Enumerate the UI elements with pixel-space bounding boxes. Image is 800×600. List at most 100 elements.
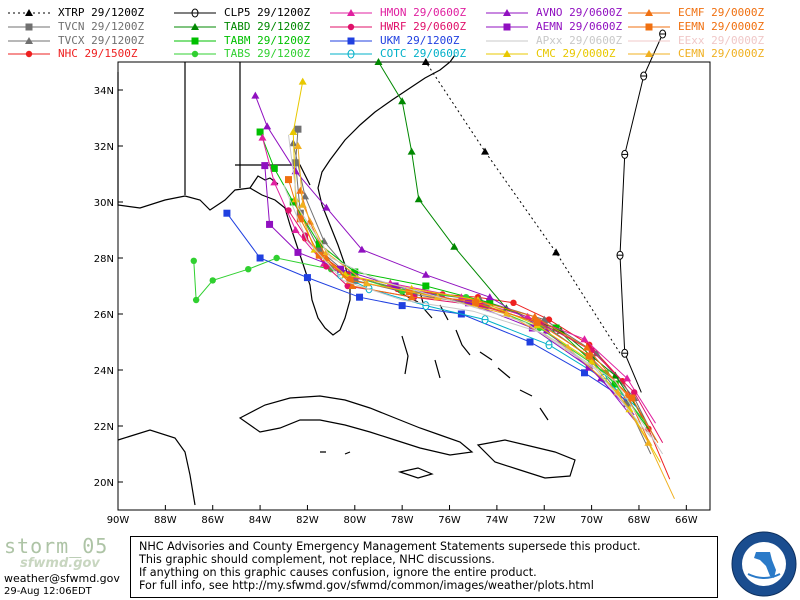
track-point	[530, 312, 539, 320]
legend-label: CMC 29/0000Z	[536, 47, 616, 60]
state-line	[184, 62, 311, 195]
track-ukm	[223, 209, 628, 402]
legend-item: EEMN 29/0000Z	[624, 20, 774, 34]
legend-marker	[347, 23, 355, 31]
hispaniola	[476, 439, 576, 479]
legend-marker	[25, 9, 33, 16]
legend-item: UKM 29/1200Z	[326, 34, 476, 48]
legend-item: CLP5 29/1200Z	[170, 6, 320, 20]
legend-label: AEMN 29/0600Z	[536, 20, 623, 33]
track-xtrp	[421, 58, 621, 354]
legend-label: EExx 29/0000Z	[678, 34, 765, 47]
track-point	[322, 203, 331, 211]
track-point	[631, 389, 638, 396]
track-point	[292, 159, 300, 167]
track-point	[563, 343, 572, 351]
legend-marker	[191, 50, 199, 58]
track-point	[398, 302, 406, 310]
track-point	[628, 394, 636, 402]
cuba	[238, 395, 474, 456]
track-aemn	[261, 162, 635, 416]
track-point	[391, 282, 399, 290]
legend-item: EExx 29/0000Z	[624, 34, 774, 48]
track-apxx-a	[283, 185, 664, 455]
track-point	[323, 263, 330, 270]
legend-swatch	[174, 8, 216, 18]
track-line	[254, 95, 642, 430]
track-point	[315, 246, 323, 254]
legend-swatch	[174, 50, 216, 58]
legend-item: CMC 29/0000Z	[482, 47, 632, 61]
legend-marker	[503, 9, 511, 16]
track-point	[285, 207, 292, 214]
track-point	[486, 299, 494, 307]
track-point	[301, 192, 310, 200]
legend-item: COTC 29/0600Z	[326, 47, 476, 61]
cayman	[320, 451, 351, 455]
legend-label: XTRP 29/1200Z	[58, 6, 145, 19]
track-point	[450, 242, 459, 250]
disclaimer-line[interactable]: For full info, see http://my.sfwmd.gov/s…	[139, 579, 594, 592]
track-tabm	[256, 128, 649, 430]
legend-label: TVCN 29/1200Z	[58, 20, 145, 33]
legend-swatch	[628, 40, 670, 42]
lon-tick-label: 68W	[628, 515, 651, 526]
legend-label: HWRF 29/0600Z	[380, 20, 467, 33]
legend-label: AVNO 29/0600Z	[536, 6, 623, 19]
legend-swatch	[628, 9, 670, 16]
map-frame	[117, 61, 711, 511]
track-point	[398, 97, 407, 105]
legend-swatch	[8, 37, 50, 44]
track-line	[425, 61, 621, 354]
track-point	[298, 200, 307, 208]
track-point	[351, 268, 359, 276]
lon-tick-label: 74W	[486, 515, 509, 526]
track-point	[356, 293, 364, 301]
lon-tick-label: 82W	[296, 515, 319, 526]
track-point	[481, 315, 489, 325]
legend-item: ECMF 29/0000Z	[624, 6, 774, 20]
storm-id: storm_05	[4, 534, 109, 558]
track-point	[261, 162, 269, 170]
track-point	[587, 357, 596, 365]
track-line	[283, 185, 664, 455]
map-border	[117, 61, 711, 511]
legend-swatch	[628, 23, 670, 31]
track-point	[611, 371, 620, 379]
track-line	[619, 33, 664, 393]
track-point	[223, 209, 231, 217]
legend-item: APxx 29/0600Z	[482, 34, 632, 48]
track-point	[209, 277, 216, 284]
model-legend: XTRP 29/1200Z TVCN 29/1200Z TVCX 29/1200Z N…	[0, 0, 800, 62]
track-point	[284, 176, 292, 184]
legend-swatch	[330, 9, 372, 16]
legend-item: NHC 29/1500Z	[4, 47, 154, 61]
legend-swatch	[486, 40, 528, 42]
track-point	[533, 318, 541, 326]
lon-tick-label: 76W	[438, 515, 461, 526]
legend-marker	[645, 50, 653, 57]
track-point	[623, 374, 632, 382]
legend-marker	[191, 23, 199, 30]
contact-email[interactable]: weather@sfwmd.gov	[4, 572, 120, 585]
legend-label: TVCX 29/1200Z	[58, 34, 145, 47]
sfwmd-seal-logo	[731, 531, 797, 597]
track-point	[623, 400, 631, 408]
legend-marker	[25, 37, 33, 44]
track-point	[552, 248, 561, 256]
track-point	[407, 293, 416, 301]
legend-label: CLP5 29/1200Z	[224, 6, 311, 19]
legend-swatch	[486, 23, 528, 31]
track-cemn	[293, 142, 675, 500]
track-point	[616, 250, 624, 260]
lon-tick-label: 66W	[675, 515, 698, 526]
legend-marker	[347, 9, 355, 16]
track-point	[422, 282, 430, 290]
legend-swatch	[8, 23, 50, 31]
track-point	[256, 128, 264, 136]
track-point	[256, 254, 264, 262]
bahamas-islands	[394, 289, 549, 421]
legend-swatch	[486, 50, 528, 57]
lon-tick-label: 78W	[391, 515, 414, 526]
track-tvcn	[292, 125, 652, 455]
